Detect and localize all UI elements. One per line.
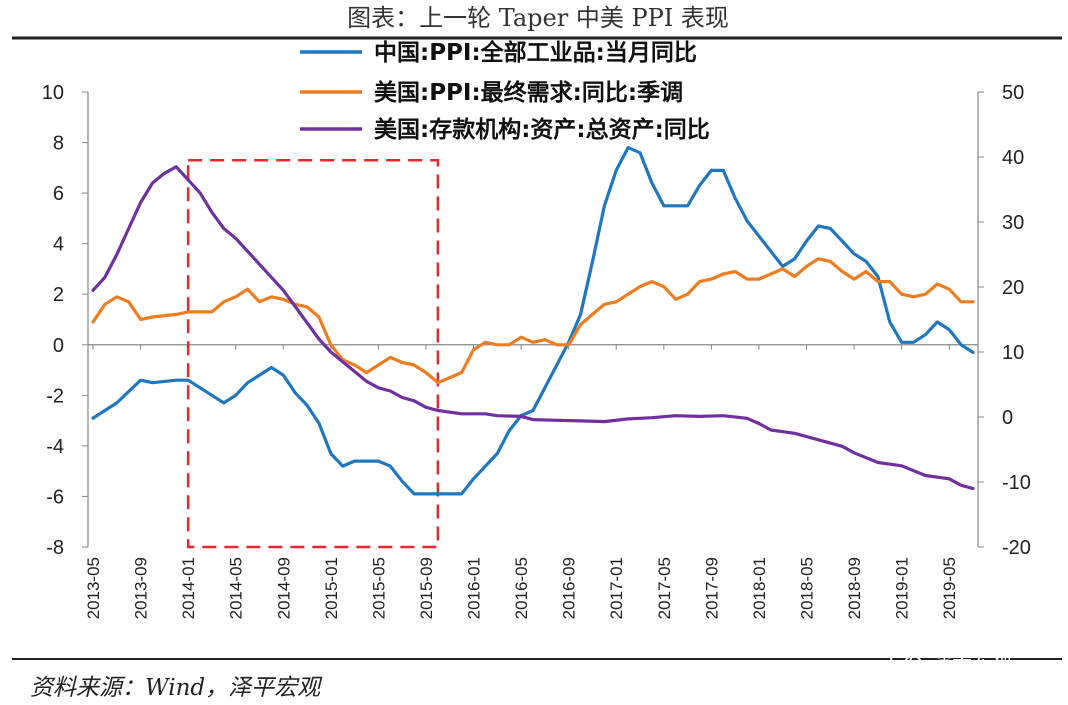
y-right-tick-label: -10 bbox=[1002, 472, 1031, 494]
y-right-tick-label: 50 bbox=[1002, 82, 1024, 104]
x-tick-label: 2016-01 bbox=[465, 557, 484, 619]
x-tick-label: 2017-09 bbox=[702, 557, 721, 619]
watermark: 泽平宏观 bbox=[890, 646, 1012, 673]
x-tick-label: 2013-09 bbox=[132, 557, 151, 619]
y-left-tick-label: 6 bbox=[53, 183, 64, 205]
legend-item-us-ppi-label: 美国:PPI:最终需求:同比:季调 bbox=[374, 79, 683, 106]
x-tick-label: 2019-05 bbox=[940, 557, 959, 619]
taper-period-highlight-box bbox=[186, 159, 440, 549]
x-tick-label: 2018-09 bbox=[845, 557, 864, 619]
x-tick-label: 2019-01 bbox=[893, 557, 912, 619]
y-left-tick-label: -6 bbox=[46, 486, 64, 508]
x-tick-label: 2015-09 bbox=[417, 557, 436, 619]
legend-item-us-deposit-assets-label: 美国:存款机构:资产:总资产:同比 bbox=[374, 116, 710, 143]
chart-title: 图表：上一轮 Taper 中美 PPI 表现 bbox=[347, 4, 729, 32]
source-note: 资料来源：Wind，泽平宏观 bbox=[30, 675, 323, 701]
wechat-icon-small bbox=[904, 655, 922, 673]
x-tick-label: 2014-01 bbox=[179, 557, 198, 619]
x-tick-label: 2016-05 bbox=[512, 557, 531, 619]
x-tick-label: 2017-05 bbox=[655, 557, 674, 619]
watermark-text: 泽平宏观 bbox=[932, 647, 1012, 671]
legend-item-china-ppi-label: 中国:PPI:全部工业品:当月同比 bbox=[374, 39, 697, 66]
y-left-tick-label: 8 bbox=[53, 133, 64, 155]
x-tick-label: 2014-09 bbox=[274, 557, 293, 619]
legend: 中国:PPI:全部工业品:当月同比美国:PPI:最终需求:同比:季调美国:存款机… bbox=[300, 39, 710, 143]
x-tick-label: 2017-01 bbox=[607, 557, 626, 619]
y-left-tick-label: 2 bbox=[53, 284, 64, 306]
y-right-tick-label: -20 bbox=[1002, 537, 1031, 559]
y-right-tick-label: 0 bbox=[1002, 407, 1013, 429]
x-tick-label: 2014-05 bbox=[227, 557, 246, 619]
x-tick-label: 2015-01 bbox=[322, 557, 341, 619]
y-left-tick-label: -8 bbox=[46, 537, 64, 559]
series-line-china-ppi bbox=[91, 146, 975, 496]
y-right-tick-label: 10 bbox=[1002, 342, 1024, 364]
series-line-us-deposit-assets bbox=[91, 165, 975, 491]
y-left-tick-label: 4 bbox=[53, 234, 64, 256]
x-tick-label: 2018-05 bbox=[798, 557, 817, 619]
y-left-tick-label: -4 bbox=[46, 436, 64, 458]
y-left-tick-label: 10 bbox=[42, 82, 64, 104]
y-right-tick-label: 20 bbox=[1002, 277, 1024, 299]
series-line-us-ppi bbox=[91, 257, 975, 385]
x-tick-label: 2015-05 bbox=[369, 557, 388, 619]
x-tick-label: 2013-05 bbox=[84, 557, 103, 619]
y-left-tick-label: 0 bbox=[53, 335, 64, 357]
y-right-tick-label: 30 bbox=[1002, 212, 1024, 234]
x-tick-label: 2016-09 bbox=[560, 557, 579, 619]
y-right-tick-label: 40 bbox=[1002, 147, 1024, 169]
y-left-tick-label: -2 bbox=[46, 385, 64, 407]
x-tick-label: 2018-01 bbox=[750, 557, 769, 619]
